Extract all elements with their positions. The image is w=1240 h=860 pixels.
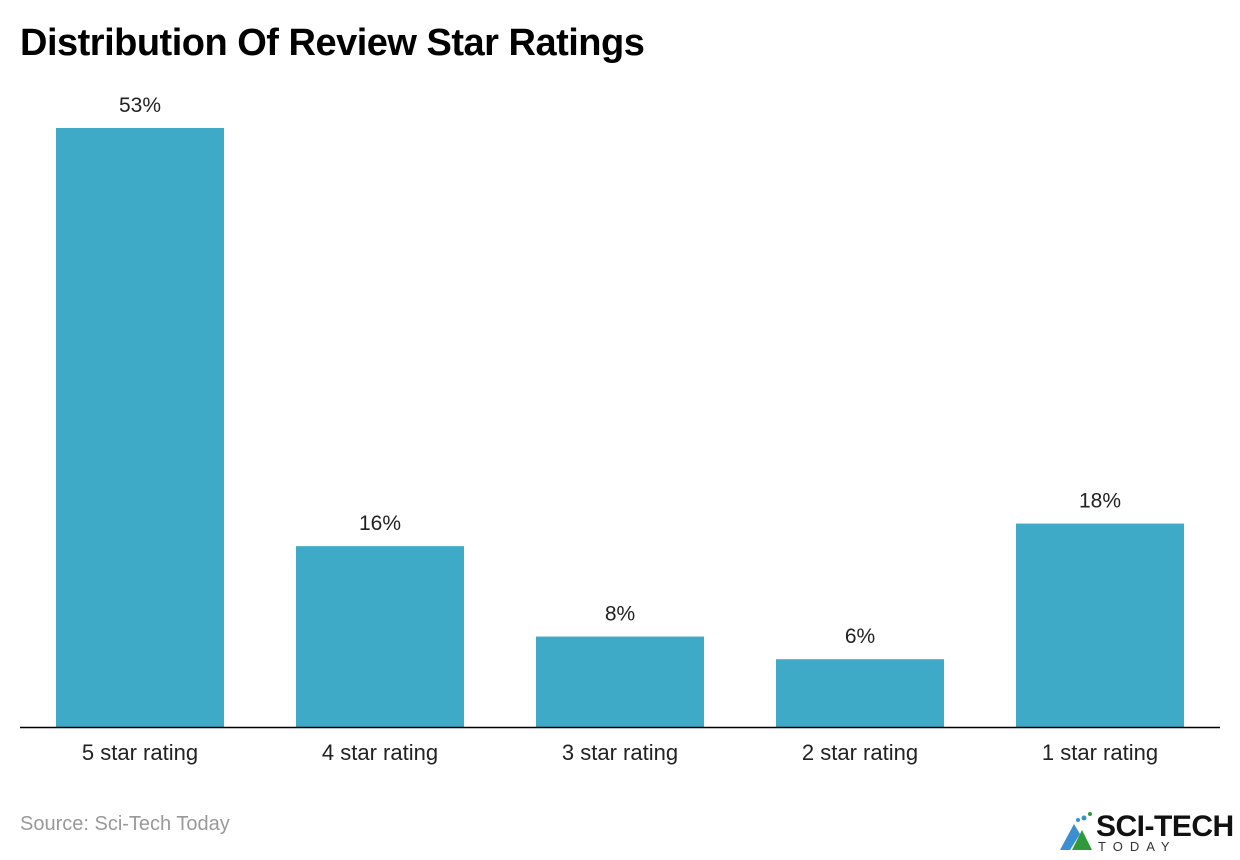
bar <box>1016 523 1184 727</box>
sci-tech-today-logo: SCI-TECH TODAY <box>1058 810 1238 855</box>
bar <box>56 128 224 727</box>
source-note: Source: Sci-Tech Today <box>20 813 230 835</box>
data-label: 16% <box>359 512 401 535</box>
data-label: 8% <box>605 603 635 626</box>
logo-subtext: TODAY <box>1098 839 1177 854</box>
bar-chart: 53% 5 star rating 16% 4 star rating 8% 3 star… <box>20 94 1220 765</box>
logo-text: SCI-TECH <box>1096 810 1234 843</box>
bar <box>296 546 464 727</box>
data-label: 6% <box>845 625 875 648</box>
data-label: 53% <box>119 94 161 117</box>
x-tick-label: 3 star rating <box>562 740 678 765</box>
x-tick-label: 4 star rating <box>322 740 438 765</box>
chart-title: Distribution Of Review Star Ratings <box>20 22 645 64</box>
logo-mark-icon <box>1060 812 1092 850</box>
x-tick-label: 1 star rating <box>1042 740 1158 765</box>
data-label: 18% <box>1079 490 1121 513</box>
bar <box>776 659 944 727</box>
x-tick-label: 5 star rating <box>82 740 198 765</box>
x-tick-label: 2 star rating <box>802 740 918 765</box>
bar <box>536 636 704 727</box>
